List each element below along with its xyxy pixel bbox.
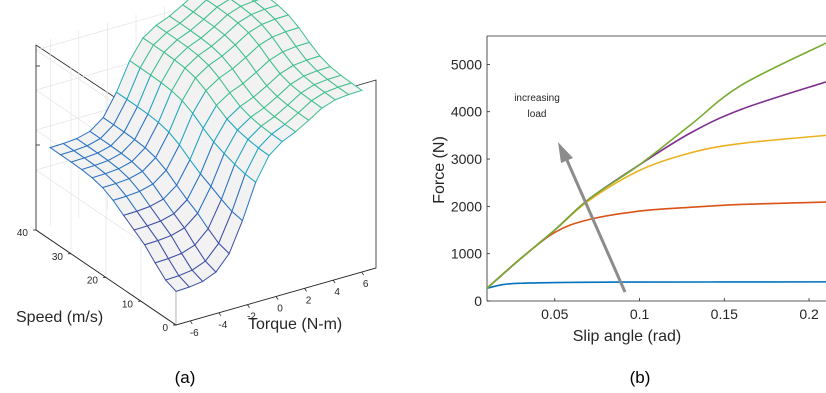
x-tick-mark-a	[275, 296, 279, 300]
x-tick-label-b: 0.2	[799, 306, 819, 322]
y-tick-label-b: 4000	[451, 104, 482, 120]
x-tick-mark-a	[218, 312, 222, 317]
x-tick-label-a: -4	[218, 320, 227, 331]
y-tick-label-a: 10	[122, 299, 134, 310]
surface-plot: -6 -4 -2 0 2 4 6 0 10 20 30 40 Torque (N-m) Speed (…	[16, 0, 377, 387]
x-tick-mark-a	[189, 320, 193, 325]
x-tick-label-a: 0	[277, 304, 283, 315]
annotation-line1: increasing	[514, 93, 560, 104]
series-lines	[486, 42, 826, 290]
y-tick-label-a: 0	[162, 323, 168, 334]
x-tick-mark-a	[247, 304, 250, 308]
surface-ticks: -6 -4 -2 0 2 4 6 0 10 20 30 40	[17, 65, 369, 339]
y-tick-label-b: 0	[474, 293, 482, 309]
x-tick-label-a: -2	[247, 312, 256, 323]
x-tick-label-a: 2	[306, 295, 312, 306]
x-tick-mark-a	[332, 279, 336, 284]
y-tick-label-a: 30	[52, 252, 64, 263]
y-tick-label-a: 40	[17, 228, 29, 239]
x-tick-label-a: 6	[363, 279, 369, 290]
load-arrow	[558, 142, 627, 293]
plot-frame-b	[486, 35, 826, 302]
series-line-1	[486, 281, 826, 290]
line-plot: increasing load 0.05 0.1 0.15 0.2 0 1000 2000 3…	[431, 35, 826, 387]
y-tick-label-b: 5000	[451, 56, 482, 72]
caption-a: (a)	[175, 368, 196, 387]
x-axis-label-a: Torque (N-m)	[248, 316, 342, 333]
x-tick-label-b: 0.1	[630, 306, 650, 322]
x-tick-mark-a	[304, 288, 307, 292]
plot-area-b	[487, 36, 826, 301]
y-tick-label-a: 20	[87, 276, 99, 287]
series-line-5	[486, 42, 826, 289]
x-tick-label-b: 0.15	[711, 306, 738, 322]
y-axis-label-a: Speed (m/s)	[16, 309, 103, 326]
surface-patch	[336, 82, 363, 96]
y-tick-label-b: 1000	[451, 246, 482, 262]
x-tick-label-b: 0.05	[541, 306, 568, 322]
x-axis-label-b: Slip angle (rad)	[573, 328, 682, 345]
caption-b: (b)	[630, 368, 651, 387]
line-ticks: 0.05 0.1 0.15 0.2 0 1000 2000 3000 4000 5000	[451, 56, 819, 322]
x-tick-label-a: 4	[334, 287, 340, 298]
y-tick-label-b: 2000	[451, 198, 482, 214]
x-tick-mark-a	[361, 271, 365, 276]
annotation-line2: load	[528, 109, 547, 120]
y-axis-label-b: Force (N)	[431, 136, 448, 204]
surface-mesh	[49, 0, 363, 292]
x-tick-label-a: -6	[190, 328, 199, 339]
y-tick-label-b: 3000	[451, 151, 482, 167]
